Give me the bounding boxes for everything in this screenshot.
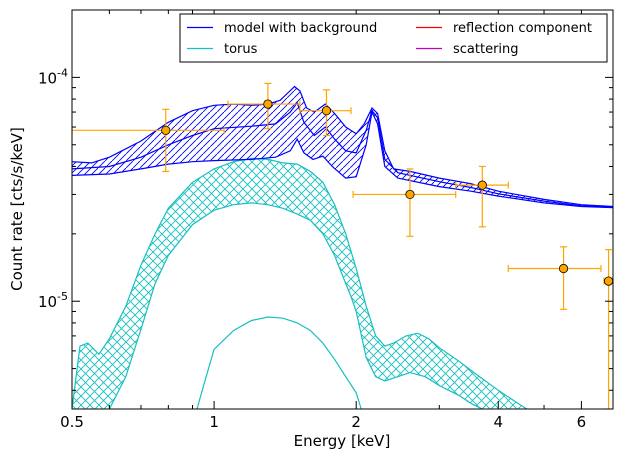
x-tick-label: 6: [577, 413, 587, 431]
data-point-marker: [263, 99, 273, 109]
x-tick-label: 4: [494, 413, 504, 431]
data-point-1: [72, 108, 225, 173]
data-point-marker: [161, 125, 171, 135]
data-point-marker: [405, 189, 415, 200]
legend-label-scattering: scattering: [453, 42, 519, 57]
y-axis-label: Count rate [cts/s/keV]: [8, 127, 26, 291]
data-point-5: [455, 165, 509, 228]
data-point-2: [227, 82, 301, 130]
torus-upper-line: [72, 157, 528, 409]
x-tick-label: 0.5: [60, 413, 84, 431]
plot-frame: [71, 9, 614, 410]
data-point-6: [507, 246, 602, 310]
torus-band-fill: [72, 158, 527, 409]
y-tick-label: 10-4: [38, 66, 68, 87]
data-point-marker: [321, 106, 332, 116]
data-point-7: [603, 249, 613, 409]
legend-box: [179, 13, 608, 63]
data-point-marker: [477, 180, 487, 190]
legend: model with background reflection compone…: [179, 13, 608, 63]
model-upper-line: [72, 85, 613, 208]
data-point-marker: [603, 276, 613, 286]
torus-lower-line: [108, 202, 483, 409]
x-tick-label: 2: [351, 413, 361, 431]
torus-inner-mask: [197, 317, 362, 409]
model-lower-line: [72, 110, 613, 209]
axis-ticks: 0.5 1 2 4 6 10-5 10-4: [38, 9, 614, 431]
legend-label-model: model with background: [224, 21, 377, 36]
data-point-4: [352, 168, 457, 237]
data-point-3: [299, 89, 352, 137]
torus-inner-line: [196, 316, 362, 409]
plot-background: [72, 10, 613, 409]
legend-label-torus: torus: [224, 42, 258, 57]
x-tick-label: 1: [209, 413, 219, 431]
plot-area: [72, 82, 613, 409]
data-point-marker: [558, 263, 569, 274]
y-tick-label: 10-5: [38, 290, 68, 311]
legend-label-reflection: reflection component: [453, 21, 592, 36]
x-axis-label: Energy [keV]: [294, 432, 391, 450]
